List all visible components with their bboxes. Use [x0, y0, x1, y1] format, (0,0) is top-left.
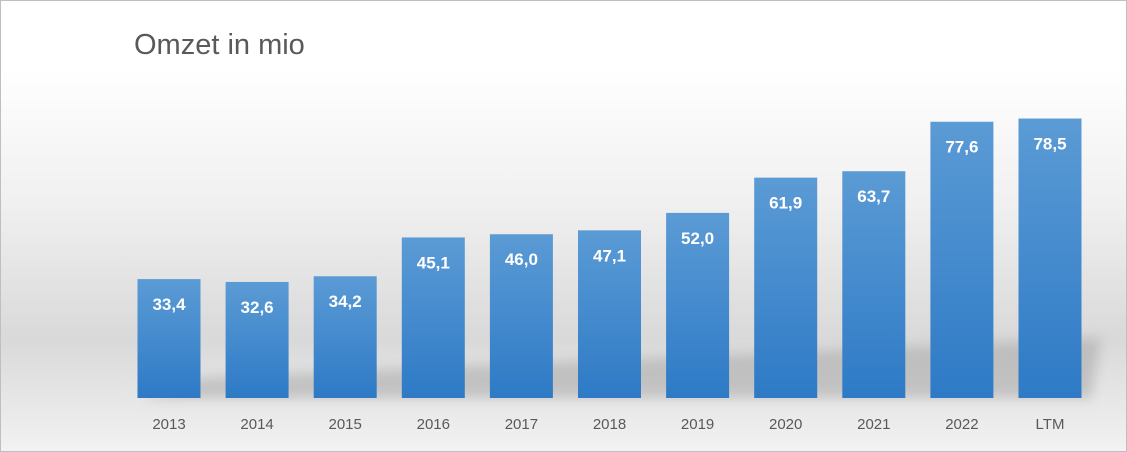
bar-2016	[401, 237, 465, 398]
x-tick-label: 2013	[152, 416, 185, 433]
x-tick-label: 2018	[593, 416, 626, 433]
x-tick-label: 2021	[857, 416, 890, 433]
bar-2013	[137, 279, 201, 398]
x-tick-label: 2020	[769, 416, 802, 433]
bar-2015	[313, 276, 377, 398]
x-tick-label: 2017	[505, 416, 538, 433]
x-tick-label: 2022	[945, 416, 978, 433]
data-label: 46,0	[505, 250, 538, 269]
x-tick-label: LTM	[1036, 416, 1065, 433]
data-label: 32,6	[241, 298, 274, 317]
data-label: 45,1	[417, 253, 450, 272]
bar-2017	[489, 234, 553, 398]
data-label: 52,0	[681, 229, 714, 248]
bar-2014	[225, 281, 289, 398]
data-label: 61,9	[769, 194, 802, 213]
data-label: 78,5	[1033, 135, 1066, 154]
bar-2018	[578, 230, 641, 398]
bar-2019	[666, 212, 730, 398]
data-label: 47,1	[593, 246, 626, 265]
x-tick-label: 2014	[240, 416, 273, 433]
x-tick-label: 2019	[681, 416, 714, 433]
data-label: 77,6	[945, 138, 978, 157]
bar-LTM	[1018, 118, 1082, 398]
bar-2022	[930, 121, 994, 398]
x-tick-label: 2016	[417, 416, 450, 433]
chart-title: Omzet in mio	[134, 29, 305, 61]
data-label: 63,7	[857, 187, 890, 206]
x-tick-label: 2015	[329, 416, 362, 433]
data-label: 33,4	[152, 295, 186, 314]
bar-2020	[754, 177, 818, 398]
bar-2021	[842, 171, 906, 398]
data-label: 34,2	[329, 292, 362, 311]
